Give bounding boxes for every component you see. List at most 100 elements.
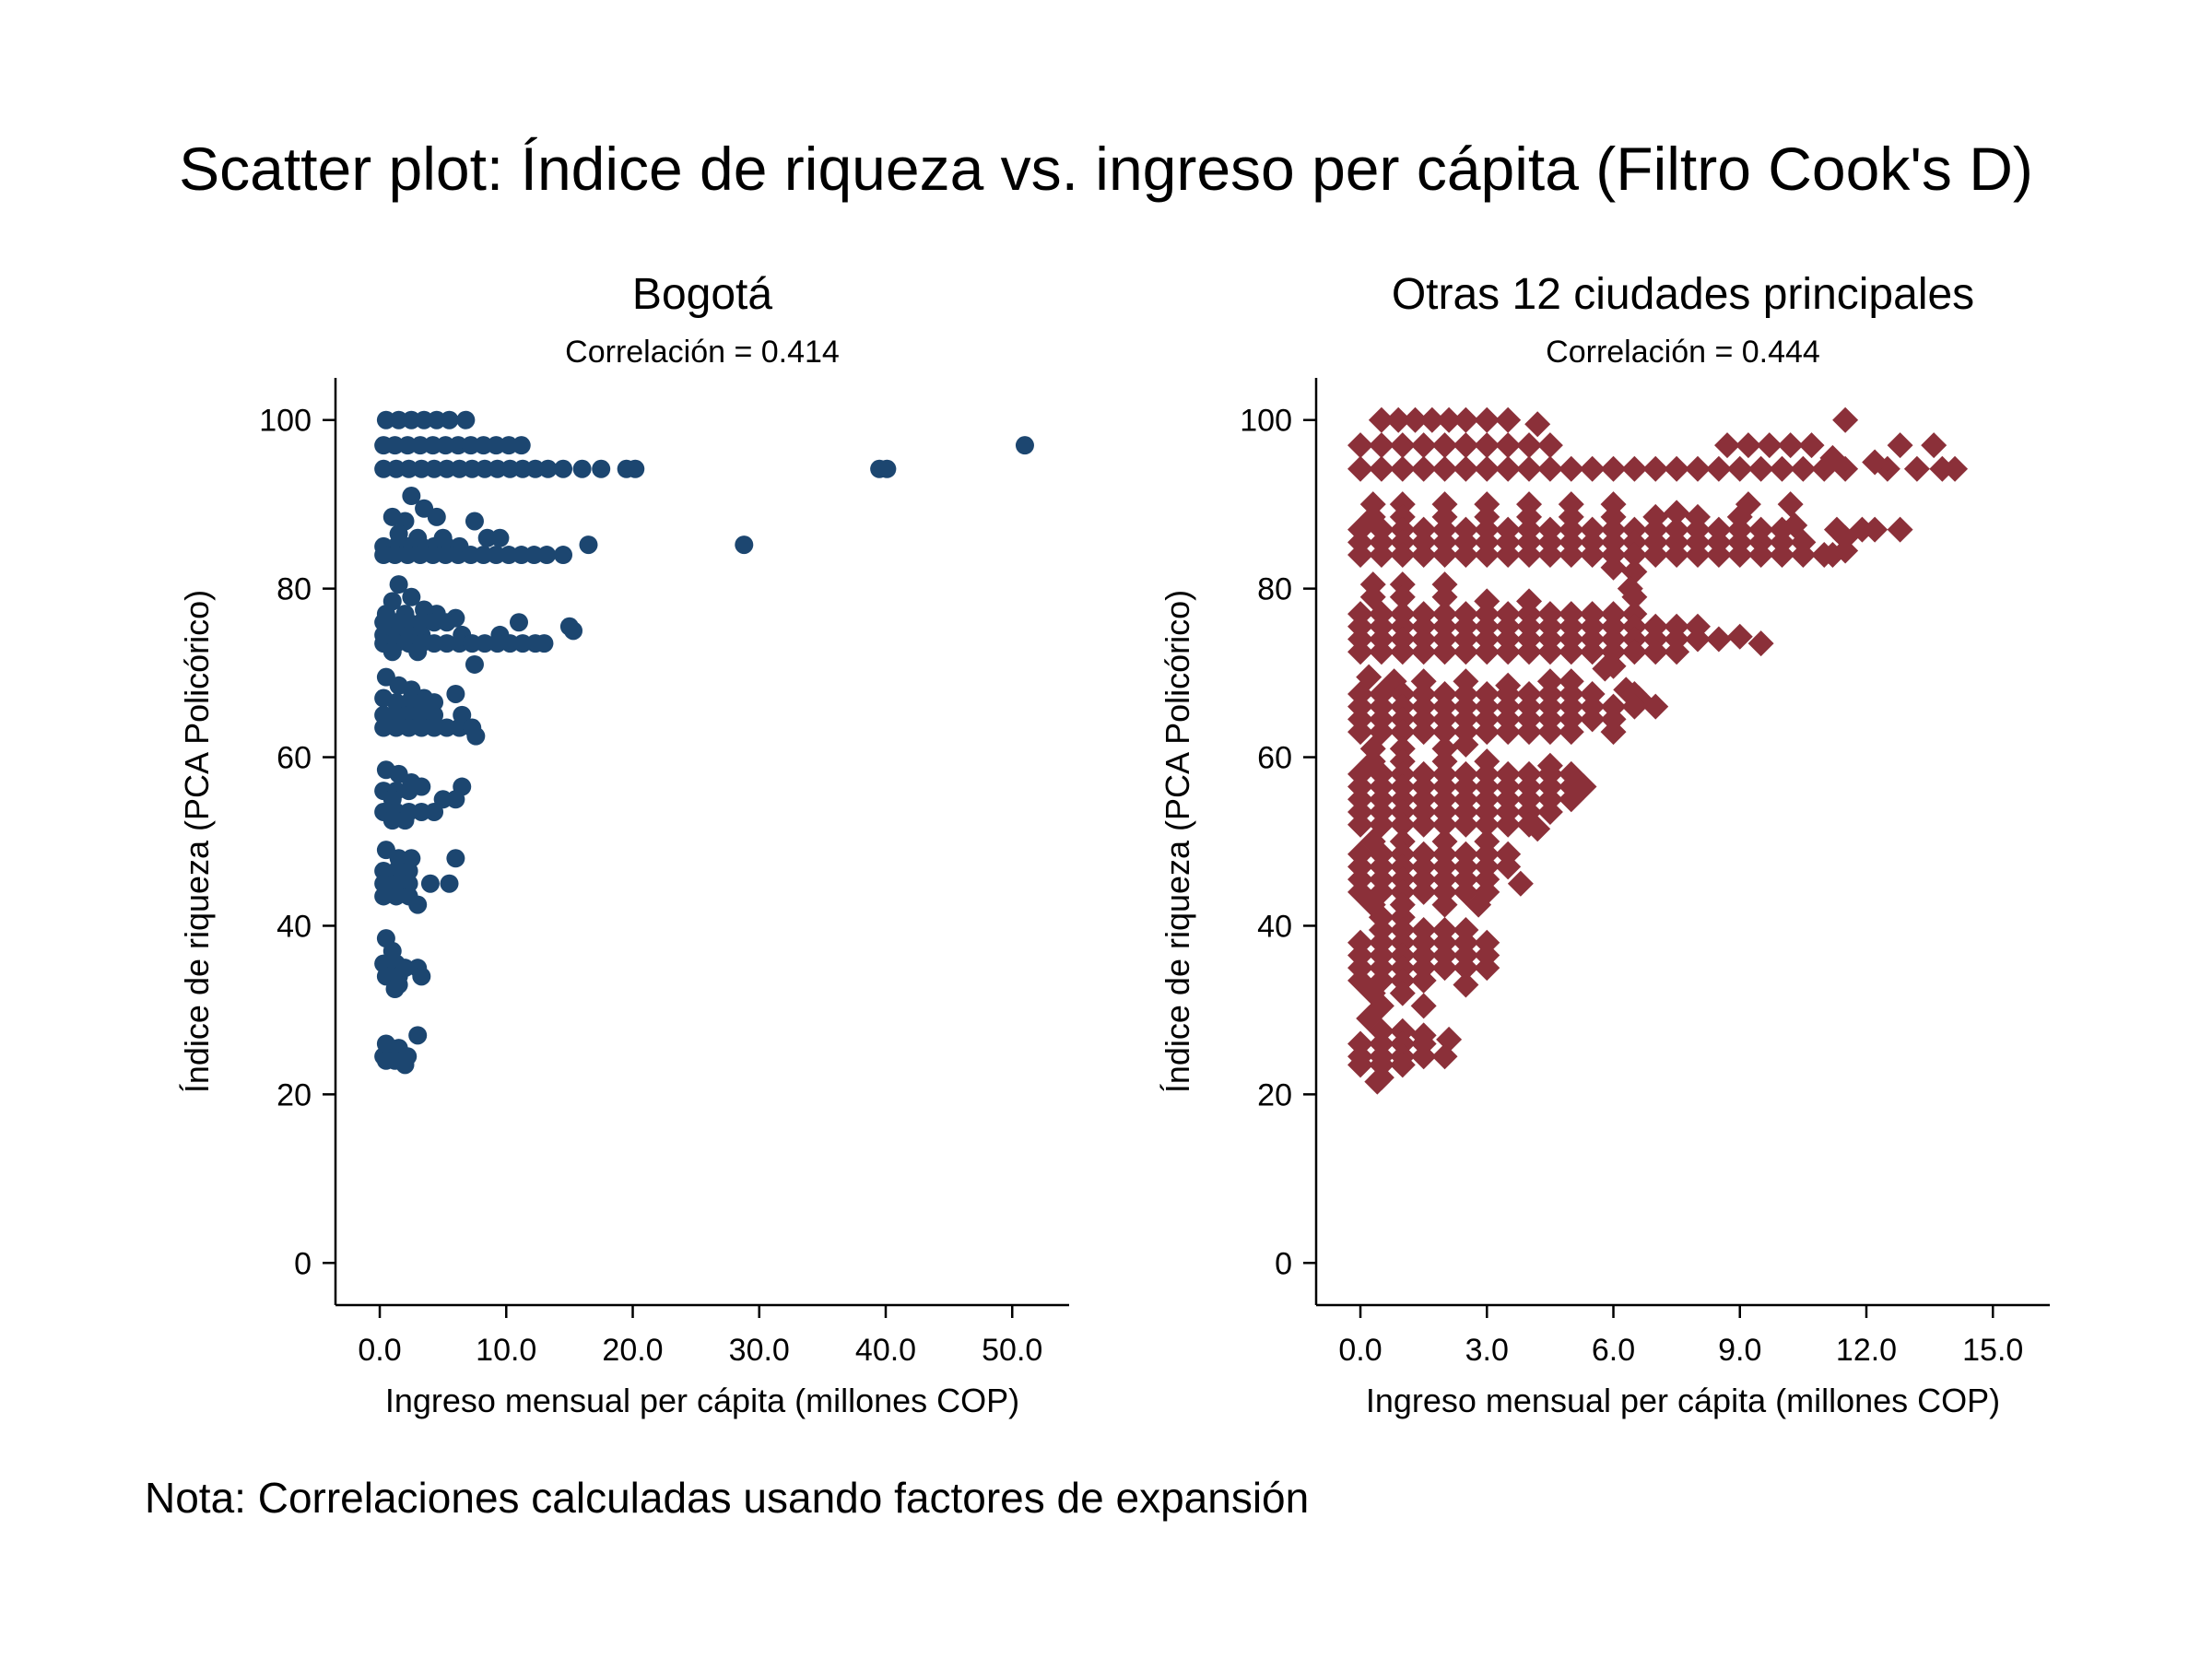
data-point bbox=[382, 642, 402, 662]
x-tick-label: 30.0 bbox=[729, 1333, 790, 1368]
data-point bbox=[1389, 455, 1416, 482]
data-point bbox=[1558, 786, 1584, 813]
data-point bbox=[395, 1055, 415, 1075]
data-point bbox=[1474, 455, 1500, 482]
y-tick-label: 80 bbox=[276, 572, 312, 607]
data-point bbox=[490, 528, 510, 547]
points-group bbox=[1347, 406, 1969, 1095]
data-point bbox=[408, 895, 428, 914]
data-point bbox=[1474, 406, 1500, 433]
data-point bbox=[1495, 406, 1522, 433]
data-point bbox=[374, 887, 394, 906]
data-point bbox=[402, 587, 421, 606]
data-point bbox=[1726, 455, 1753, 482]
data-point bbox=[1495, 432, 1522, 459]
data-point bbox=[399, 718, 418, 737]
chart-panel-1: Bogotá Correlación = 0.414 0 20 40 60 80 100 0.0… bbox=[178, 270, 1069, 1419]
panel-title: Otras 12 ciudades principales bbox=[1392, 270, 1974, 319]
data-point bbox=[1536, 432, 1563, 459]
data-point bbox=[389, 575, 408, 594]
y-tick-label: 0 bbox=[1275, 1246, 1292, 1281]
data-point bbox=[1579, 706, 1606, 733]
data-point bbox=[423, 436, 442, 455]
data-point bbox=[425, 634, 444, 653]
data-point bbox=[1453, 731, 1479, 758]
data-point bbox=[386, 862, 406, 881]
data-point bbox=[1474, 542, 1500, 569]
data-point bbox=[1474, 955, 1500, 982]
y-tick-label: 20 bbox=[1257, 1077, 1292, 1112]
data-point bbox=[399, 613, 418, 632]
data-point bbox=[1747, 542, 1774, 569]
data-point bbox=[415, 410, 434, 429]
data-point bbox=[1453, 432, 1479, 459]
data-point bbox=[425, 802, 444, 821]
data-point bbox=[1664, 542, 1690, 569]
data-point bbox=[1705, 626, 1732, 653]
data-point bbox=[412, 967, 431, 986]
data-point bbox=[1735, 432, 1761, 459]
data-point bbox=[425, 705, 444, 724]
data-point bbox=[877, 459, 897, 478]
data-point bbox=[398, 546, 418, 565]
data-point bbox=[474, 436, 493, 455]
data-point bbox=[525, 459, 545, 478]
data-point bbox=[1389, 980, 1416, 1006]
data-point bbox=[449, 436, 468, 455]
data-point bbox=[512, 546, 531, 565]
panel-subtitle: Correlación = 0.444 bbox=[1546, 335, 1820, 370]
data-point bbox=[1431, 719, 1458, 746]
data-point bbox=[592, 459, 611, 478]
data-point bbox=[1474, 639, 1500, 665]
data-point bbox=[1495, 542, 1522, 569]
data-point bbox=[382, 811, 402, 830]
data-point bbox=[1798, 432, 1825, 459]
data-point bbox=[1453, 955, 1479, 982]
data-point bbox=[412, 777, 431, 796]
data-point bbox=[1495, 639, 1522, 665]
data-point bbox=[1389, 542, 1416, 569]
data-point bbox=[1431, 955, 1458, 982]
data-point bbox=[500, 459, 520, 478]
y-tick-label: 100 bbox=[259, 404, 312, 439]
data-point bbox=[1410, 432, 1437, 459]
data-point bbox=[466, 726, 486, 746]
panel-title: Bogotá bbox=[632, 270, 772, 319]
data-point bbox=[1507, 870, 1534, 897]
data-point bbox=[487, 546, 506, 565]
data-point bbox=[500, 436, 519, 455]
data-point bbox=[1642, 542, 1669, 569]
data-point bbox=[1347, 1052, 1374, 1078]
data-point bbox=[1389, 583, 1416, 610]
data-point bbox=[1942, 455, 1969, 482]
data-point bbox=[1474, 432, 1500, 459]
data-point bbox=[512, 436, 531, 455]
y-tick-label: 0 bbox=[294, 1246, 312, 1281]
data-point bbox=[425, 459, 444, 478]
data-point bbox=[513, 459, 533, 478]
data-point bbox=[399, 459, 418, 478]
data-point bbox=[412, 705, 431, 724]
data-point bbox=[1389, 1052, 1416, 1078]
data-point bbox=[437, 634, 456, 653]
data-point bbox=[1536, 639, 1563, 665]
data-point bbox=[1347, 639, 1374, 665]
data-point bbox=[386, 613, 406, 632]
data-point bbox=[1410, 639, 1437, 665]
data-point bbox=[1495, 455, 1522, 482]
x-tick-label: 50.0 bbox=[982, 1333, 1042, 1368]
x-tick-label: 0.0 bbox=[1338, 1333, 1382, 1368]
data-point bbox=[1664, 455, 1690, 482]
data-point bbox=[436, 436, 455, 455]
data-point bbox=[446, 790, 465, 809]
data-point bbox=[1579, 639, 1606, 665]
data-point bbox=[1495, 719, 1522, 746]
data-point bbox=[1769, 542, 1795, 569]
data-point bbox=[1431, 891, 1458, 918]
data-point bbox=[1453, 542, 1479, 569]
y-tick-label: 60 bbox=[276, 741, 312, 776]
data-point bbox=[1431, 1043, 1458, 1070]
data-point bbox=[1389, 639, 1416, 665]
chart-panel-2: Otras 12 ciudades principales Correlación… bbox=[1159, 270, 2050, 1419]
data-point bbox=[500, 634, 520, 653]
